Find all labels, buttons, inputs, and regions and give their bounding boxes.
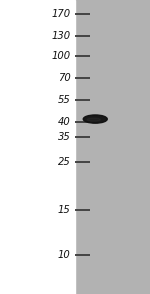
Text: 130: 130 — [51, 31, 70, 41]
Text: 40: 40 — [58, 117, 70, 127]
Bar — [0, 0, 75, 294]
Text: 70: 70 — [58, 73, 70, 83]
Text: 100: 100 — [51, 51, 70, 61]
Text: 35: 35 — [58, 132, 70, 142]
Bar — [75, 0, 150, 294]
Text: 15: 15 — [58, 205, 70, 215]
Text: 55: 55 — [58, 95, 70, 105]
Text: 25: 25 — [58, 157, 70, 167]
Ellipse shape — [87, 118, 100, 121]
Text: 10: 10 — [58, 250, 70, 260]
Text: 170: 170 — [51, 9, 70, 19]
Ellipse shape — [83, 115, 107, 123]
